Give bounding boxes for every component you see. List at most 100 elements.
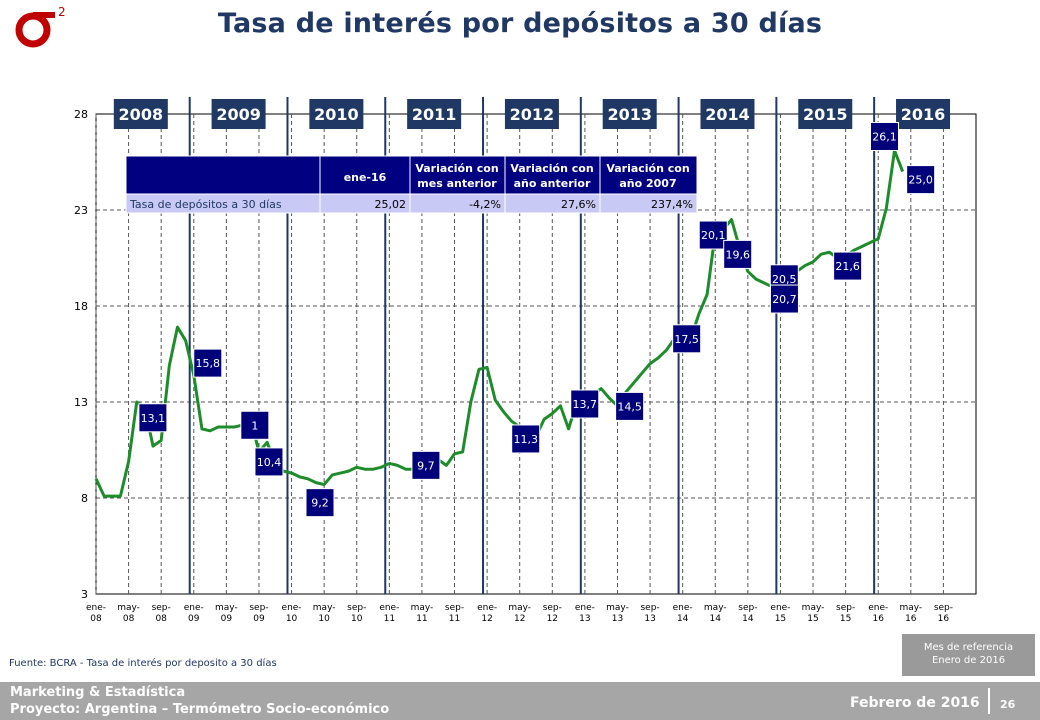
year-box [211,99,266,129]
x-tick-label: sep-16 [934,603,953,624]
x-tick-label: ene-14 [673,603,693,624]
x-tick-label: may-15 [802,603,825,624]
point-label: 9,7 [417,459,435,472]
point-label-box [723,239,753,269]
year-box [896,99,951,129]
table-row-label: Tasa de depósitos a 30 días [129,198,282,211]
point-label-box [305,488,335,518]
logo-superscript: 2 [58,5,66,19]
year-box [407,99,462,129]
footer-divider [988,688,990,714]
y-axis-ticks: 3 8 13 18 23 28 [74,108,88,601]
x-tick-label: may-12 [508,603,531,624]
point-label: 10,4 [257,456,282,469]
y-tick-label: 8 [81,492,88,505]
x-tick-label: ene-16 [868,603,888,624]
year-box [798,99,853,129]
page-number: 26 [1000,698,1016,711]
x-tick-label: may-10 [313,603,336,624]
year-box [504,99,559,129]
x-tick-label: sep-11 [445,603,464,624]
x-tick-label: sep-13 [640,603,659,624]
point-label-box [411,450,441,480]
x-tick-label: ene-12 [477,603,497,624]
reference-line2: Enero de 2016 [931,655,1006,666]
x-tick-label: ene-13 [575,603,595,624]
point-label: 17,5 [674,333,699,346]
point-label-box [570,389,600,419]
point-label-box [833,251,863,281]
year-labels: 2008 2009 2010 2011 2012 2013 2014 2015 2016 [113,99,951,129]
x-tick-label: ene-15 [770,603,790,624]
reference-line1: Mes de referencia [923,642,1014,653]
interest-rate-chart: 3 8 13 18 23 28 ene-08 may-08 sep-08 ene-09 may-0… [74,97,977,624]
x-tick-label: sep-08 [152,603,171,624]
year-box [700,99,755,129]
point-label: 20,7 [772,293,797,306]
table-header-anio-anterior: Variación con año anterior [510,162,593,190]
x-tick-label: sep-14 [738,603,757,624]
point-label: 9,2 [311,497,329,510]
summary-table: ene-16 Variación con mes anterior Variaci… [125,155,698,214]
year-box [602,99,657,129]
x-tick-label: may-09 [215,603,238,624]
point-label-box [870,121,900,151]
x-tick-label: sep-09 [249,603,268,624]
x-tick-label: may-11 [411,603,434,624]
point-label: 19,6 [725,248,750,261]
point-labels: 13,1 15,8 1 10,4 9,2 9,7 11,3 13,7 14,5 17,5 20,1 1… [138,121,936,518]
x-tick-label: may-08 [117,603,140,624]
point-label: 20,1 [701,229,726,242]
point-label: 26,1 [872,130,897,143]
reference-month-box: Mes de referencia Enero de 2016 [902,634,1035,676]
point-label-box [254,447,284,477]
point-label-box [672,324,702,354]
x-tick-label: ene-09 [184,603,204,624]
footer-department: Marketing & Estadística [10,685,186,700]
x-tick-label: sep-12 [543,603,562,624]
point-label-box [511,424,541,454]
footer-date: Febrero de 2016 [850,695,980,711]
point-label: 1 [251,419,258,432]
footer-bar: Marketing & Estadística Proyecto: Argent… [0,682,1040,720]
sigma-logo: 2 [15,5,66,48]
point-label-box [769,284,799,314]
y-tick-label: 28 [74,108,88,121]
source-note: Fuente: BCRA - Tasa de interés por depos… [9,658,277,669]
point-label: 20,5 [772,273,797,286]
point-label-box [240,410,270,440]
point-label: 21,6 [835,260,860,273]
year-label: 2010 [314,105,359,124]
x-tick-label: ene-10 [282,603,302,624]
x-tick-label: may-16 [899,603,922,624]
year-label: 2014 [705,105,750,124]
x-axis-ticks: ene-08 may-08 sep-08 ene-09 may-09 sep-09 ene-… [86,603,953,624]
table-value-mes-anterior: -4,2% [469,198,501,211]
y-tick-label: 3 [81,588,88,601]
year-box [113,99,168,129]
year-label: 2009 [216,105,261,124]
point-label: 11,3 [513,433,538,446]
point-label-box [615,391,645,421]
year-box [309,99,364,129]
table-header-mes-anterior: Variación con mes anterior [415,162,498,190]
year-label: 2015 [803,105,848,124]
x-tick-label: ene-11 [379,603,399,624]
x-tick-label: may-14 [704,603,727,624]
year-label: 2008 [119,105,164,124]
x-tick-label: ene-08 [86,603,106,624]
point-label: 13,1 [141,412,166,425]
y-tick-label: 18 [74,300,88,313]
table-value-ene16: 25,02 [375,198,407,211]
point-label: 13,7 [572,398,597,411]
point-label-box [698,220,728,250]
table-value-anio-anterior: 27,6% [561,198,596,211]
point-label-box [138,403,168,433]
point-label-box [906,165,936,195]
x-tick-label: may-13 [606,603,629,624]
y-tick-label: 13 [74,396,88,409]
table-value-anio-2007: 237,4% [651,198,693,211]
point-label: 25,0 [908,174,933,187]
page-title: Tasa de interés por depósitos a 30 días [217,8,823,39]
year-label: 2012 [510,105,555,124]
